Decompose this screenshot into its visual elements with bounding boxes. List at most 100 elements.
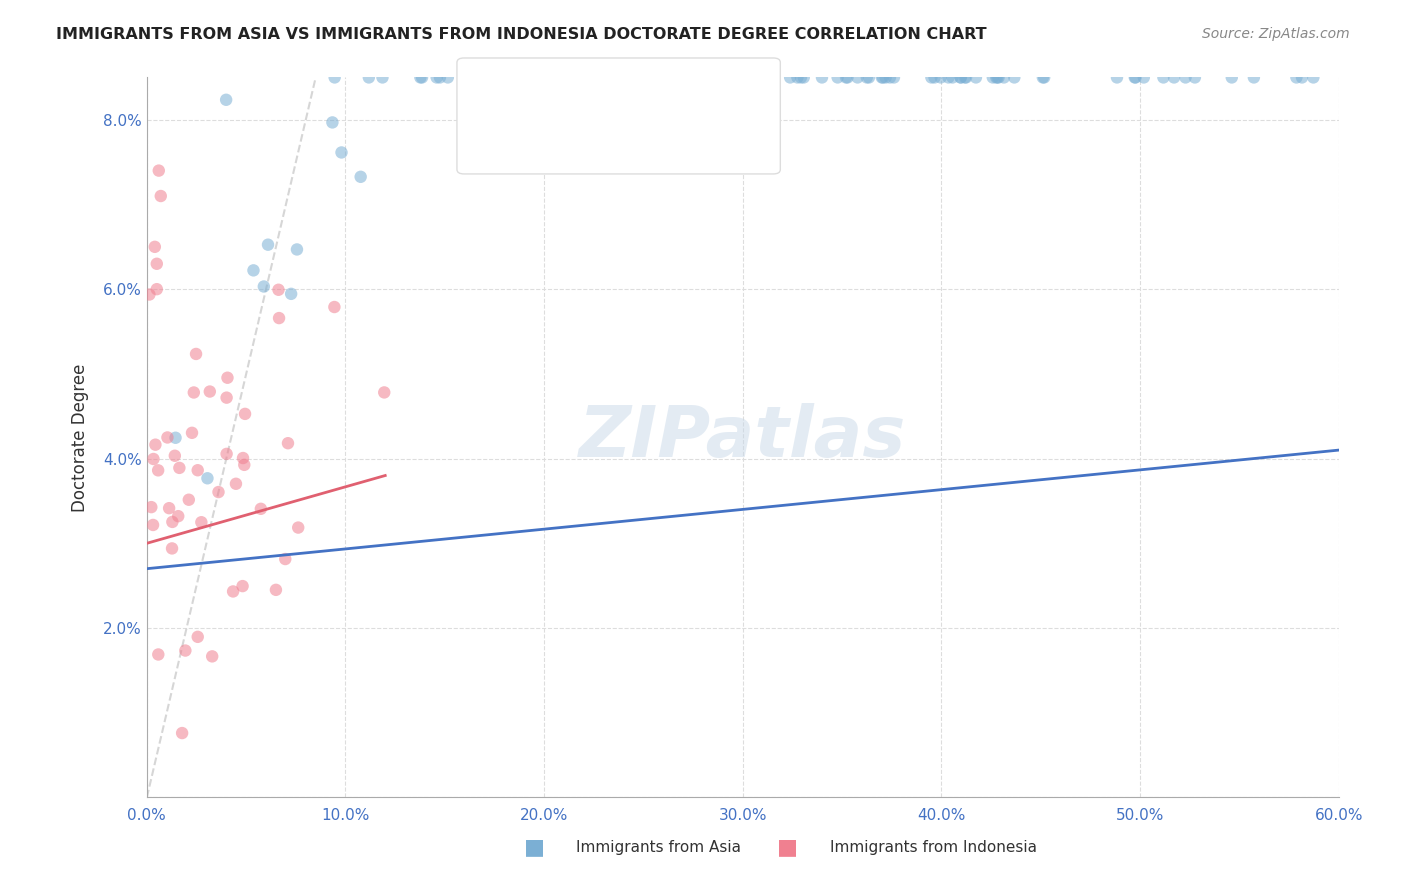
Point — [138, 287, 160, 301]
Point — [215, 391, 238, 405]
Point — [157, 501, 180, 516]
Point — [1002, 70, 1025, 85]
Text: ■: ■ — [481, 127, 499, 145]
Text: ZIPatlas: ZIPatlas — [579, 403, 907, 472]
Point — [827, 70, 849, 85]
Point — [267, 283, 290, 297]
Text: Immigrants from Indonesia: Immigrants from Indonesia — [830, 840, 1036, 855]
Point — [143, 240, 166, 254]
Text: 0.147: 0.147 — [546, 124, 593, 139]
Point — [167, 509, 190, 524]
Point — [165, 431, 187, 445]
Point — [146, 282, 169, 296]
Point — [1291, 70, 1313, 85]
Point — [163, 449, 186, 463]
Point — [641, 70, 664, 85]
Point — [177, 492, 200, 507]
Point — [855, 70, 877, 85]
Point — [811, 70, 834, 85]
Point — [371, 70, 394, 85]
Point — [1123, 70, 1146, 85]
Point — [499, 70, 522, 85]
Point — [187, 630, 209, 644]
Point — [1163, 70, 1185, 85]
Point — [232, 579, 254, 593]
Point — [478, 70, 501, 85]
Point — [174, 643, 197, 657]
Point — [142, 518, 165, 533]
Point — [637, 70, 659, 85]
Point — [609, 70, 631, 85]
Point — [949, 70, 972, 85]
Point — [156, 430, 179, 444]
Point — [323, 70, 346, 85]
Point — [742, 70, 765, 85]
Point — [267, 311, 290, 326]
Text: Source: ZipAtlas.com: Source: ZipAtlas.com — [1202, 27, 1350, 41]
Point — [184, 347, 207, 361]
Text: R =: R = — [506, 124, 540, 139]
Point — [627, 70, 650, 85]
Point — [953, 70, 976, 85]
Point — [986, 70, 1008, 85]
Point — [215, 447, 238, 461]
Text: ■: ■ — [481, 94, 499, 112]
Point — [941, 70, 963, 85]
Point — [602, 70, 624, 85]
Point — [704, 70, 727, 85]
Point — [630, 70, 652, 85]
Point — [516, 70, 538, 85]
Point — [225, 476, 247, 491]
Point — [183, 385, 205, 400]
Point — [1184, 70, 1206, 85]
Point — [426, 70, 449, 85]
Text: R =: R = — [506, 91, 540, 106]
Point — [198, 384, 221, 399]
Point — [264, 582, 287, 597]
Text: Immigrants from Asia: Immigrants from Asia — [576, 840, 741, 855]
Text: N =: N = — [598, 91, 631, 106]
Point — [720, 70, 742, 85]
Point — [598, 70, 620, 85]
Point — [1152, 70, 1174, 85]
Point — [142, 452, 165, 467]
Point — [1105, 70, 1128, 85]
Point — [280, 286, 302, 301]
Point — [837, 70, 859, 85]
Point — [560, 70, 582, 85]
Point — [1125, 70, 1147, 85]
Point — [793, 70, 815, 85]
Point — [357, 70, 380, 85]
Point — [965, 70, 987, 85]
Point — [486, 70, 509, 85]
Point — [250, 501, 273, 516]
Point — [350, 169, 373, 184]
Point — [429, 70, 451, 85]
Point — [738, 70, 761, 85]
Point — [162, 515, 184, 529]
Point — [987, 70, 1010, 85]
Point — [846, 70, 869, 85]
Point — [561, 70, 583, 85]
Point — [728, 70, 751, 85]
Point — [544, 70, 567, 85]
Point — [858, 70, 880, 85]
Y-axis label: Doctorate Degree: Doctorate Degree — [72, 363, 89, 512]
Point — [1220, 70, 1243, 85]
Point — [149, 189, 172, 203]
Point — [520, 70, 543, 85]
Point — [323, 300, 346, 314]
Point — [929, 70, 952, 85]
Point — [373, 385, 395, 400]
Point — [544, 70, 567, 85]
Point — [640, 70, 662, 85]
Text: IMMIGRANTS FROM ASIA VS IMMIGRANTS FROM INDONESIA DOCTORATE DEGREE CORRELATION C: IMMIGRANTS FROM ASIA VS IMMIGRANTS FROM … — [56, 27, 987, 42]
Point — [145, 438, 167, 452]
Point — [986, 70, 1008, 85]
Point — [779, 70, 801, 85]
Point — [515, 70, 537, 85]
Point — [285, 243, 308, 257]
Point — [146, 463, 169, 477]
Point — [146, 257, 169, 271]
Point — [790, 70, 813, 85]
